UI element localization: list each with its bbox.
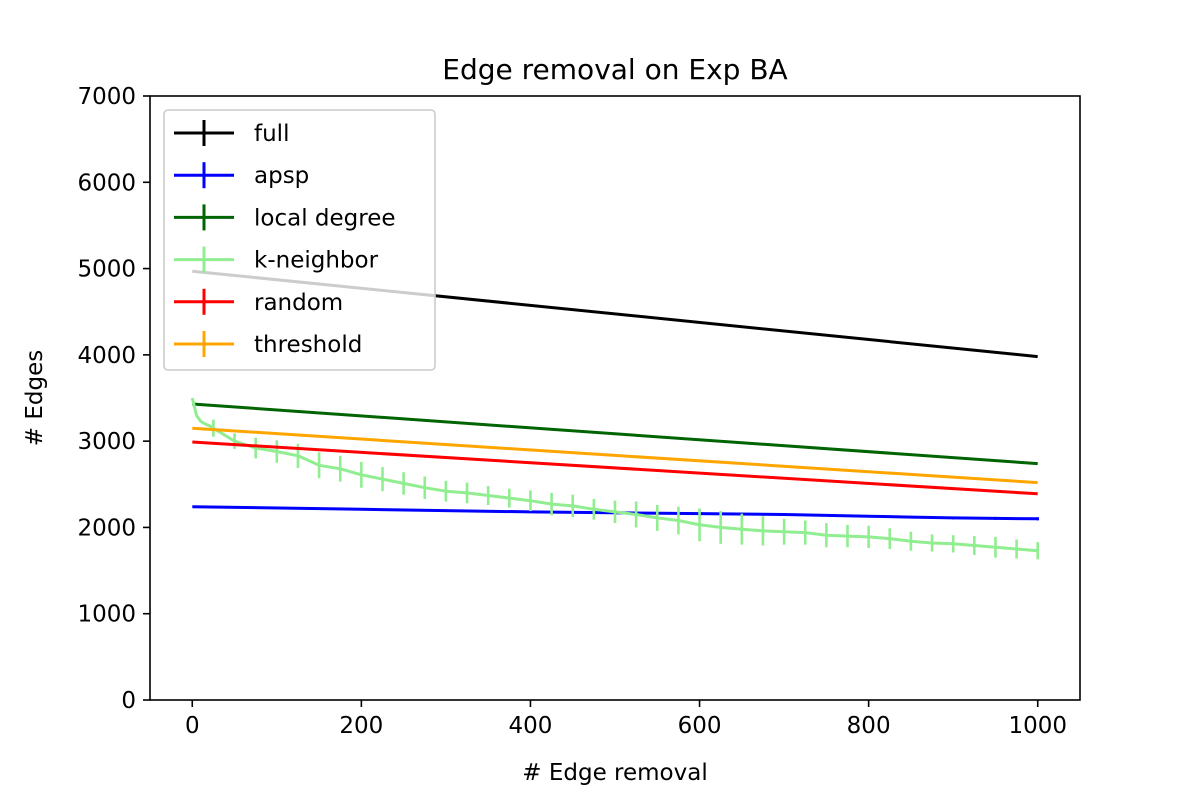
chart-title: Edge removal on Exp BA xyxy=(442,53,787,86)
legend-item-apsp: apsp xyxy=(174,162,309,189)
legend-item-local-degree: local degree xyxy=(174,204,396,231)
plot-frame xyxy=(149,95,1081,701)
x-tick-label: 0 xyxy=(185,713,200,739)
y-tick-label: 1000 xyxy=(77,602,136,628)
series-line-local-degree xyxy=(192,402,1038,466)
legend-label: threshold xyxy=(254,332,362,358)
legend: full apsp local degree k-neighbor random thre… xyxy=(163,109,436,371)
series-apsp xyxy=(192,505,1040,521)
x-tick-label: 1000 xyxy=(1008,713,1067,739)
x-tick-label: 600 xyxy=(678,713,722,739)
legend-items: full apsp local degree k-neighbor random thre… xyxy=(174,120,396,358)
series-k-neighbor xyxy=(190,397,1040,560)
y-tick-label: 3000 xyxy=(77,429,136,455)
series-random xyxy=(192,440,1038,496)
series-line-random xyxy=(192,440,1038,496)
legend-item-k-neighbor: k-neighbor xyxy=(174,246,379,274)
y-tick-label: 4000 xyxy=(77,343,136,369)
series-line-threshold xyxy=(192,426,1038,485)
x-tick-label: 400 xyxy=(509,713,553,739)
y-tick-label: 7000 xyxy=(77,84,136,110)
x-tick-label: 800 xyxy=(847,713,891,739)
y-tick-label: 0 xyxy=(121,688,136,714)
legend-item-random: random xyxy=(174,288,343,316)
legend-label: apsp xyxy=(254,163,309,189)
x-axis: 0 200 400 600 800 1000 xyxy=(185,700,1067,739)
legend-label: random xyxy=(254,290,343,316)
legend-label: k-neighbor xyxy=(254,248,379,274)
legend-item-full: full xyxy=(174,120,289,147)
legend-item-threshold: threshold xyxy=(174,331,362,358)
y-tick-label: 5000 xyxy=(77,257,136,283)
legend-label: full xyxy=(254,121,289,147)
y-tick-label: 2000 xyxy=(77,515,136,541)
x-tick-label: 200 xyxy=(339,713,383,739)
series-threshold xyxy=(192,426,1038,485)
y-tick-label: 6000 xyxy=(77,170,136,196)
legend-label: local degree xyxy=(254,205,396,231)
x-axis-title: # Edge removal xyxy=(522,760,707,786)
series-layer xyxy=(190,269,1040,560)
series-local-degree xyxy=(192,402,1038,466)
y-axis-title: # Edges xyxy=(22,350,48,446)
y-axis: 0 1000 2000 3000 4000 5000 6000 7000 xyxy=(77,84,150,714)
